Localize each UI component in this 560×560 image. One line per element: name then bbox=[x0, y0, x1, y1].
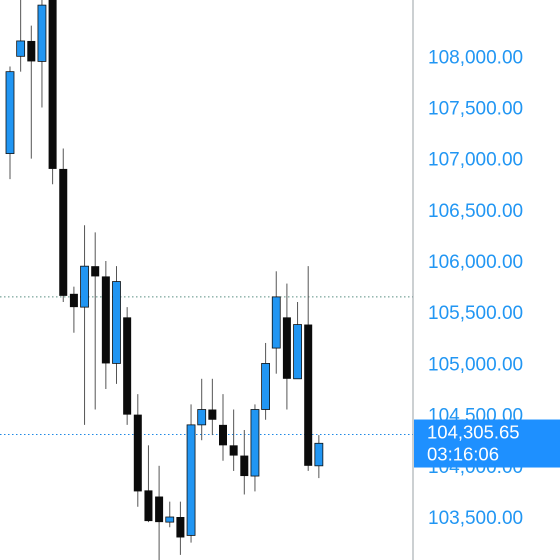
price-tick-label: 107,500.00 bbox=[428, 98, 523, 119]
candle bbox=[80, 225, 89, 425]
candles-group bbox=[5, 0, 324, 560]
candle-body-up bbox=[112, 281, 121, 364]
candle bbox=[176, 501, 185, 555]
candle bbox=[261, 342, 271, 420]
candle-body-down bbox=[59, 168, 68, 296]
candle bbox=[250, 404, 260, 492]
price-tick-label: 107,000.00 bbox=[428, 150, 523, 171]
candle-body-down bbox=[240, 455, 249, 477]
candle-body-down bbox=[208, 409, 217, 420]
candle bbox=[91, 232, 100, 410]
candle bbox=[69, 286, 78, 333]
candle-body-up bbox=[271, 296, 281, 349]
plot-area[interactable] bbox=[0, 0, 413, 560]
price-tick-label: 106,500.00 bbox=[428, 201, 523, 222]
candle-body-down bbox=[27, 40, 36, 62]
candle-body-up bbox=[197, 409, 207, 426]
candle-body-down bbox=[219, 424, 227, 446]
candle bbox=[5, 66, 15, 180]
candle-body-up bbox=[16, 40, 26, 57]
candle-body-up bbox=[314, 442, 324, 467]
price-tick-label: 108,000.00 bbox=[428, 47, 523, 68]
price-tick-label: 106,000.00 bbox=[428, 252, 523, 273]
candle bbox=[219, 394, 227, 461]
price-axis-ticks[interactable]: 108,000.00 107,500.00 107,000.00 106,500.00… bbox=[428, 47, 523, 560]
candle-body-down bbox=[123, 317, 132, 415]
candle bbox=[112, 266, 121, 384]
candle-body-up bbox=[293, 324, 302, 380]
candle bbox=[197, 378, 207, 441]
candle-body-down bbox=[282, 317, 291, 379]
candle-body-down bbox=[69, 293, 78, 308]
last-price-label: 104,305.65 bbox=[427, 422, 520, 443]
price-tick-label: 103,500.00 bbox=[428, 508, 523, 529]
candle-body-down bbox=[144, 490, 153, 522]
candle-body-up bbox=[186, 424, 196, 536]
candle bbox=[186, 404, 196, 543]
candle bbox=[27, 25, 36, 159]
candle-body-down bbox=[176, 517, 185, 538]
candle bbox=[208, 378, 217, 436]
candle bbox=[240, 429, 249, 495]
last-price-tag: 104,305.65 03:16:06 bbox=[414, 419, 560, 468]
candle bbox=[123, 307, 132, 425]
candle-body-up bbox=[250, 409, 260, 477]
candle bbox=[165, 501, 175, 528]
last-price-tag-background bbox=[414, 419, 560, 468]
candle-body-down bbox=[304, 324, 313, 466]
candle-countdown-label: 03:16:06 bbox=[427, 444, 499, 465]
candle-body-down bbox=[48, 0, 57, 169]
candle bbox=[293, 302, 302, 380]
price-tick-label: 105,500.00 bbox=[428, 303, 523, 324]
candle bbox=[37, 0, 47, 108]
candle bbox=[304, 266, 313, 471]
candle bbox=[144, 445, 153, 523]
candle bbox=[133, 394, 142, 507]
candle-body-down bbox=[101, 276, 110, 364]
candle-body-up bbox=[261, 363, 271, 410]
price-tick-label: 105,000.00 bbox=[428, 354, 523, 375]
candle bbox=[48, 0, 57, 185]
candle-body-up bbox=[80, 265, 89, 308]
candle-body-down bbox=[229, 445, 238, 456]
candle bbox=[314, 435, 324, 479]
candle bbox=[229, 409, 238, 471]
candle-body-up bbox=[165, 516, 175, 523]
candle bbox=[282, 283, 291, 410]
candle-body-up bbox=[37, 4, 47, 62]
candle bbox=[271, 271, 281, 374]
candle bbox=[16, 0, 26, 72]
candle-body-down bbox=[133, 414, 142, 492]
candle bbox=[101, 261, 110, 390]
candle-body-down bbox=[91, 266, 100, 277]
candle bbox=[59, 148, 68, 303]
candle bbox=[155, 465, 164, 560]
candle-body-down bbox=[155, 496, 164, 523]
candle-body-up bbox=[5, 71, 15, 154]
